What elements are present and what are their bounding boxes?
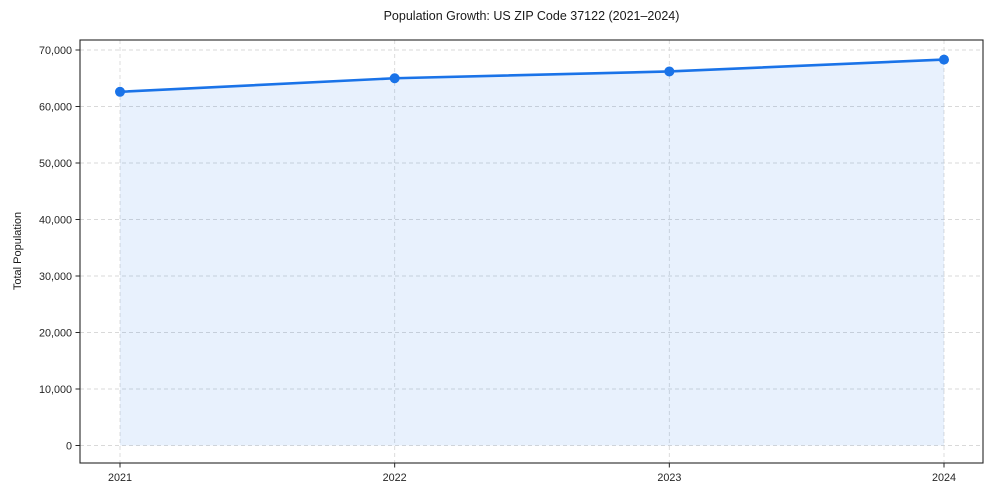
area-fill	[120, 59, 944, 446]
x-tick-label: 2021	[108, 472, 132, 484]
y-tick-label: 0	[66, 440, 72, 452]
y-tick-label: 70,000	[39, 45, 72, 57]
y-tick-label: 60,000	[39, 101, 72, 113]
y-tick-label: 50,000	[39, 158, 72, 170]
data-point-2021	[115, 86, 125, 97]
trend-line	[118, 58, 946, 94]
x-tick-label: 2022	[383, 472, 407, 484]
y-tick-label: 20,000	[39, 327, 72, 339]
chart-title: Population Growth: US ZIP Code 37122 (20…	[383, 9, 680, 23]
data-point-2022	[389, 73, 400, 84]
x-tick-label: 2024	[932, 472, 956, 484]
data-point-2024	[939, 54, 949, 65]
y-tick-label: 30,000	[39, 271, 72, 283]
y-tick-label: 40,000	[39, 214, 72, 226]
data-point-2023	[664, 66, 675, 77]
plot-border	[79, 39, 984, 464]
y-tick-label: 10,000	[39, 384, 72, 396]
x-tick-label: 2023	[657, 472, 681, 484]
